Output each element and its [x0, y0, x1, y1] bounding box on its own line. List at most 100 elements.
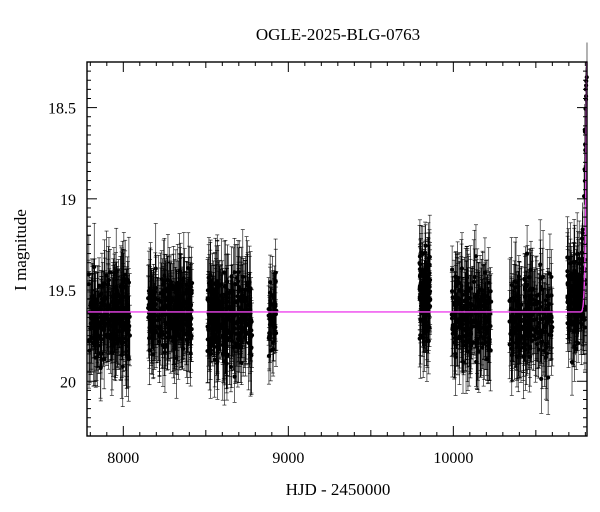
data-point [168, 326, 173, 331]
data-point [470, 340, 476, 345]
data-point [106, 306, 111, 311]
data-point [482, 270, 488, 275]
data-point [92, 264, 97, 270]
data-point [181, 277, 186, 283]
data-point [104, 273, 109, 278]
data-point [181, 327, 186, 332]
data-point [99, 307, 104, 312]
data-point [476, 326, 481, 331]
data-point [108, 316, 113, 322]
data-point [423, 286, 428, 291]
data-point [90, 304, 95, 309]
data-point [211, 330, 216, 335]
data-point [188, 336, 193, 342]
data-point [120, 328, 125, 333]
data-point [472, 305, 477, 310]
chart-title: OGLE-2025-BLG-0763 [256, 25, 420, 44]
data-point [107, 270, 113, 275]
data-point [147, 292, 153, 297]
data-point [96, 343, 101, 348]
data-point [476, 289, 481, 294]
data-point [270, 340, 275, 345]
data-point [86, 272, 91, 277]
data-point [156, 297, 161, 302]
data-point [212, 339, 217, 344]
data-point [272, 307, 277, 312]
data-point [483, 340, 488, 345]
data-point [488, 289, 493, 294]
data-point [538, 262, 543, 267]
data-point [421, 335, 426, 340]
data-point [232, 374, 237, 379]
data-point [112, 341, 117, 347]
data-point [246, 321, 251, 326]
data-point [467, 337, 472, 343]
data-point [249, 345, 254, 350]
data-point [267, 334, 272, 339]
data-point [450, 325, 455, 330]
data-point [455, 275, 460, 280]
data-point [539, 376, 544, 381]
data-point [460, 359, 466, 364]
data-point [426, 338, 431, 344]
data-point [163, 322, 169, 327]
data-point [171, 319, 177, 324]
data-point [423, 243, 428, 248]
data-point [100, 313, 105, 319]
data-point [174, 314, 179, 319]
data-point [417, 274, 423, 279]
data-point [421, 312, 426, 317]
data-point [481, 336, 486, 341]
data-point [157, 326, 162, 331]
data-point [223, 336, 228, 341]
data-point [95, 306, 100, 311]
data-point [88, 338, 93, 343]
data-point [166, 302, 171, 307]
data-point [214, 305, 219, 310]
data-point [114, 314, 119, 319]
data-point [485, 318, 491, 324]
data-point [174, 298, 179, 303]
data-point [476, 299, 481, 304]
data-point [101, 327, 107, 332]
data-point [146, 296, 151, 301]
data-point [229, 274, 234, 279]
data-point [225, 352, 230, 357]
data-point [92, 314, 97, 319]
data-point [150, 317, 155, 322]
data-point [186, 329, 191, 335]
data-point [464, 286, 469, 291]
data-point [467, 332, 472, 338]
data-point [101, 298, 106, 303]
data-point [162, 273, 167, 278]
data-point [480, 288, 485, 293]
data-point [453, 284, 458, 289]
data-point [474, 339, 479, 344]
data-point [460, 322, 465, 327]
data-point [117, 316, 123, 322]
data-point [270, 293, 275, 298]
data-point [184, 282, 189, 287]
data-point [208, 285, 213, 290]
data-point [269, 320, 274, 325]
data-point [417, 260, 422, 266]
data-point [93, 334, 98, 340]
data-point [229, 338, 234, 344]
data-point [427, 280, 432, 285]
data-point [229, 289, 234, 295]
data-point [466, 289, 471, 294]
data-point [272, 313, 277, 319]
data-point [88, 301, 93, 306]
data-point [215, 283, 220, 288]
data-point [472, 274, 477, 280]
data-point [420, 251, 425, 256]
data-point [459, 266, 465, 271]
data-point [243, 295, 248, 301]
data-point [167, 295, 172, 300]
data-point [210, 300, 215, 305]
data-point [103, 332, 108, 338]
data-point [225, 315, 230, 320]
data-point [462, 334, 468, 339]
data-point [109, 350, 114, 355]
